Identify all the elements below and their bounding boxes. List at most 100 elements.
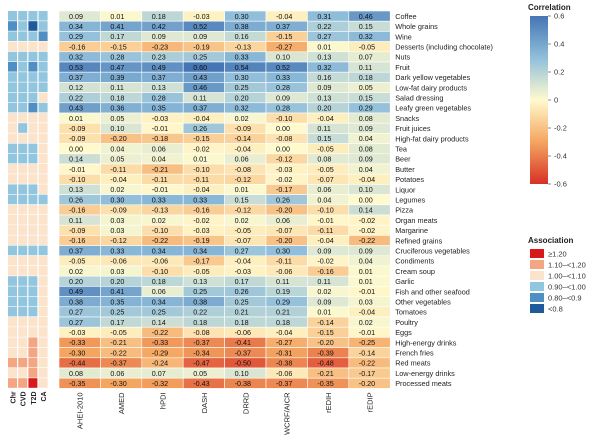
correlation-value: 0.37 (69, 73, 83, 82)
correlation-value: 0.09 (276, 93, 290, 102)
association-cell (28, 317, 38, 327)
correlation-value: -0.09 (69, 124, 85, 133)
association-cell (28, 133, 38, 143)
correlation-value: -0.48 (317, 359, 333, 368)
correlation-value: 0.29 (69, 32, 83, 41)
correlation-value: 0.01 (235, 185, 249, 194)
correlation-value: 0.04 (359, 257, 373, 266)
association-cell (8, 123, 17, 133)
correlation-value: -0.12 (276, 155, 292, 164)
correlation-value: 0.19 (276, 287, 290, 296)
correlation-value: 0.06 (317, 185, 331, 194)
correlation-value: -0.03 (152, 114, 168, 123)
correlation-value: 0.00 (276, 144, 290, 153)
association-cell (38, 113, 48, 123)
association-cell (38, 337, 48, 347)
association-cell (18, 153, 28, 164)
correlation-value: 0.13 (69, 185, 83, 194)
food-label: Low-energy drinks (395, 369, 455, 378)
correlation-legend: Correlation 0.6 0.4 0.2 0 -0.2 -0.4 -0.6 (528, 3, 571, 189)
association-cell (18, 235, 28, 245)
correlation-value: 0.06 (235, 155, 249, 164)
association-cell (8, 296, 17, 307)
correlation-value: -0.23 (152, 42, 168, 51)
correlation-value: 0.01 (193, 155, 207, 164)
association-cell (18, 164, 28, 174)
correlation-value: -0.43 (193, 379, 209, 388)
index-label: hPDI (159, 392, 168, 409)
correlation-value: 0.07 (152, 369, 166, 378)
correlation-value: -0.08 (235, 165, 251, 174)
correlation-tick-label: -0.2 (554, 124, 567, 133)
association-cell (38, 102, 48, 113)
food-label: Low-fat dairy products (395, 83, 467, 92)
food-label: Processed meats (395, 379, 452, 388)
correlation-value: -0.27 (276, 42, 292, 51)
food-label: Garlic (395, 277, 414, 286)
association-cell (28, 215, 38, 225)
correlation-value: -0.20 (276, 236, 292, 245)
correlation-value: -0.37 (110, 359, 126, 368)
correlation-value: -0.15 (110, 42, 126, 51)
correlation-value: 0.27 (69, 308, 83, 317)
correlation-value: 0.49 (69, 287, 83, 296)
correlation-value: -0.04 (317, 236, 333, 245)
correlation-value: 0.32 (359, 32, 373, 41)
correlation-value: 0.18 (110, 93, 124, 102)
association-cell (38, 133, 48, 143)
correlation-value: 0.52 (193, 22, 207, 31)
food-label: Fish and other seafood (395, 287, 470, 296)
correlation-value: -0.10 (317, 206, 333, 215)
correlation-value: 0.37 (276, 22, 290, 31)
index-label: rEDIH (324, 392, 333, 412)
correlation-value: -0.14 (359, 348, 375, 357)
correlation-value: 0.20 (69, 277, 83, 286)
correlation-tick-label: -0.4 (554, 152, 567, 161)
correlation-value: 0.53 (69, 63, 83, 72)
correlation-value: -0.04 (359, 175, 375, 184)
food-label: Margarine (395, 226, 428, 235)
food-label: Refined grains (395, 236, 442, 245)
correlation-value: -0.21 (152, 165, 168, 174)
correlation-value: -0.30 (69, 348, 85, 357)
correlation-value: 0.37 (69, 246, 83, 255)
association-cell (8, 225, 17, 235)
correlation-value: 0.08 (359, 144, 373, 153)
correlation-value: -0.02 (276, 175, 292, 184)
association-label: 1.00–<1.10 (548, 272, 586, 281)
correlation-value: -0.08 (193, 328, 209, 337)
association-cell (38, 215, 48, 225)
correlation-value: 0.05 (359, 83, 373, 92)
association-cell (28, 245, 38, 256)
food-label: Red meats (395, 359, 431, 368)
correlation-tick-label: -0.6 (554, 180, 567, 189)
correlation-value: -0.29 (152, 348, 168, 357)
food-label: Tomatoes (395, 308, 427, 317)
correlation-value: -0.01 (359, 328, 375, 337)
correlation-value: 0.25 (193, 287, 207, 296)
correlation-value: -0.09 (110, 206, 126, 215)
association-cell (38, 225, 48, 235)
correlation-value: -0.01 (152, 124, 168, 133)
association-cell (18, 82, 28, 92)
correlation-value: -0.16 (69, 236, 85, 245)
correlation-value: 0.26 (276, 195, 290, 204)
correlation-value: 0.34 (152, 246, 166, 255)
correlation-value: -0.05 (193, 267, 209, 276)
correlation-value: 0.14 (69, 155, 83, 164)
correlation-value: 0.11 (359, 63, 372, 72)
correlation-value: -0.11 (317, 226, 333, 235)
correlation-value: 0.28 (152, 93, 166, 102)
association-cell (8, 215, 17, 225)
correlation-value: 0.00 (276, 124, 290, 133)
food-label: French fries (395, 349, 434, 358)
correlation-value: 0.32 (317, 63, 331, 72)
association-cell (38, 276, 48, 286)
correlation-value: -0.17 (276, 185, 292, 194)
correlation-value: -0.27 (276, 338, 292, 347)
correlation-value: -0.05 (235, 226, 251, 235)
association-cell (28, 153, 38, 164)
correlation-value: -0.24 (152, 359, 168, 368)
correlation-value: -0.30 (110, 379, 126, 388)
correlation-value: 0.15 (235, 195, 249, 204)
